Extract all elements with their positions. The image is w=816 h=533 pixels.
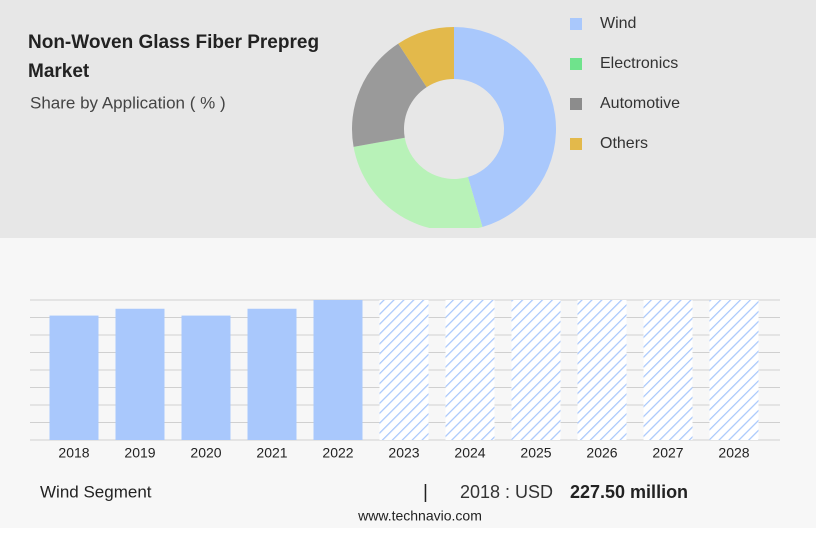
- title-box: Non-Woven Glass Fiber Prepreg Market: [28, 32, 320, 82]
- legend-swatch: [570, 58, 582, 70]
- highlight-text: 2018 : USD: [460, 482, 553, 502]
- forecast-placeholder: [445, 300, 495, 440]
- bar: [115, 308, 165, 440]
- chart-title: Non-Woven Glass Fiber Prepreg Market: [28, 32, 320, 82]
- x-tick-label: 2028: [718, 445, 749, 461]
- x-tick-label: 2022: [322, 445, 353, 461]
- bar: [247, 308, 297, 440]
- legend-label: Others: [600, 135, 648, 152]
- donut-segment: [398, 27, 454, 88]
- donut-segment: [351, 43, 427, 147]
- forecast-placeholder: [577, 300, 627, 440]
- legend-label: Wind: [600, 15, 636, 32]
- chart-subtitle: Share by Application ( % ): [30, 93, 226, 112]
- x-tick-label: 2026: [586, 445, 617, 461]
- x-tick-label: 2018: [58, 445, 89, 461]
- x-tick-label: 2021: [256, 445, 287, 461]
- legend-label: Electronics: [600, 55, 678, 72]
- x-tick-label: 2027: [652, 445, 683, 461]
- forecast-placeholder: [643, 300, 693, 440]
- forecast-placeholder: [511, 300, 561, 440]
- highlight-value: 227.50 million: [570, 482, 688, 502]
- source: www.technavio.com: [357, 508, 482, 524]
- legend-swatch: [570, 98, 582, 110]
- bar-chart: 2018 2019 2020 2021 2022 2023 2024 2025 2026 2027…: [30, 299, 780, 461]
- forecast-placeholder: [709, 300, 759, 440]
- bar: [181, 315, 231, 440]
- donut: [351, 27, 556, 228]
- x-tick-label: 2023: [388, 445, 419, 461]
- x-tick-label: 2020: [190, 445, 221, 461]
- legend-label: Automotive: [600, 95, 680, 112]
- segment-label: Wind Segment: [40, 482, 152, 501]
- bar: [313, 300, 363, 440]
- legend-swatch: [570, 138, 582, 150]
- separator: |: [423, 482, 428, 503]
- x-tick-label: 2025: [520, 445, 551, 461]
- bar: [49, 315, 99, 440]
- donut-segment: [454, 27, 556, 227]
- x-tick-label: 2019: [124, 445, 155, 461]
- forecast-placeholder: [379, 300, 429, 440]
- donut-segment: [353, 137, 483, 228]
- x-tick-label: 2024: [454, 445, 485, 461]
- legend-swatch: [570, 18, 582, 30]
- legend: Wind Electronics Automotive Others: [570, 15, 680, 152]
